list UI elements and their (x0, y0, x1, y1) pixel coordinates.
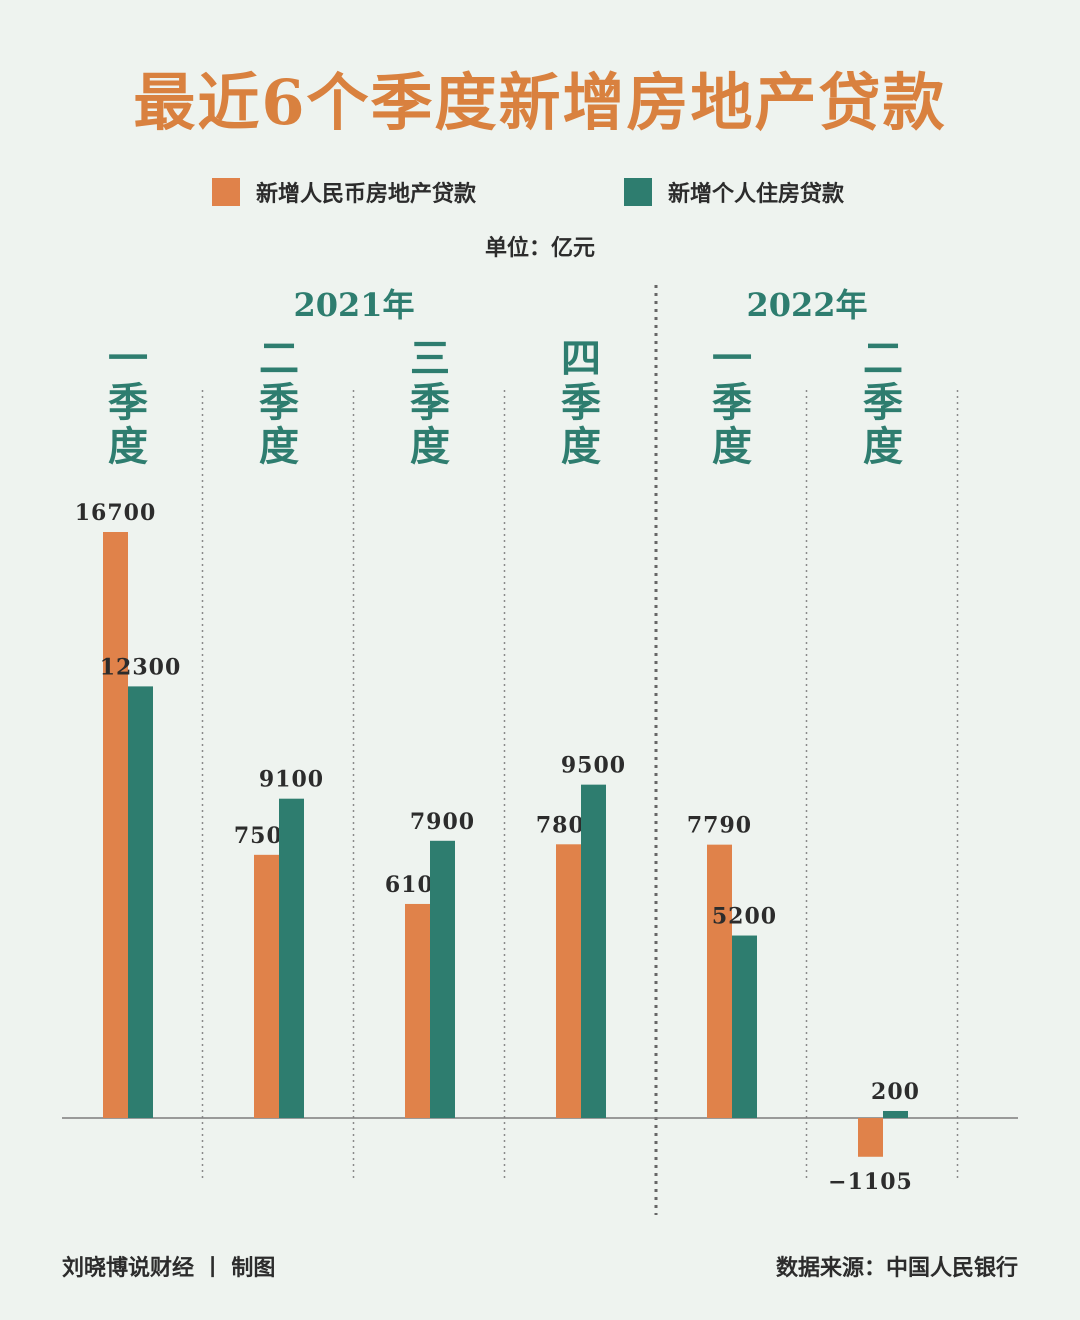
quarter-label: 二 (259, 335, 299, 382)
quarter-label: 一 (712, 335, 752, 382)
bar-housing (279, 798, 304, 1118)
year-label: 2022年 (746, 286, 867, 324)
chart-title: 最近6个季度新增房地产贷款 (133, 66, 947, 139)
quarter-label: 一 (108, 335, 148, 382)
legend: 新增人民币房地产贷款 新增个人住房贷款 (0, 176, 1080, 212)
value-label: 7900 (410, 809, 475, 835)
legend-item-housing-loans: 新增个人住房贷款 (624, 176, 844, 208)
bar-real-estate (254, 854, 279, 1118)
quarter-label: 四 (561, 335, 601, 382)
year-label: 2021年 (293, 286, 414, 324)
bar-real-estate (103, 532, 128, 1118)
legend-swatch-orange (212, 178, 240, 206)
quarter-label: 度 (259, 423, 299, 470)
quarter-label: 季 (561, 379, 601, 426)
legend-swatch-green (624, 178, 652, 206)
bar-housing (732, 935, 757, 1118)
bar-real-estate (556, 844, 581, 1118)
value-label: −1105 (828, 1169, 913, 1195)
quarter-label: 度 (108, 423, 148, 470)
legend-label: 新增人民币房地产贷款 (256, 181, 477, 207)
footer-credit: 刘晓博说财经 丨 制图 (62, 1255, 276, 1281)
quarter-label: 二 (863, 335, 903, 382)
quarter-label: 季 (712, 379, 752, 426)
quarter-label: 度 (863, 423, 903, 470)
quarter-label: 季 (259, 379, 299, 426)
quarter-label: 季 (410, 379, 450, 426)
bar-real-estate (858, 1118, 883, 1157)
value-label: 200 (871, 1079, 920, 1105)
bar-housing (128, 686, 153, 1118)
bar-housing (883, 1110, 908, 1118)
quarter-label: 季 (863, 379, 903, 426)
bar-housing (581, 784, 606, 1118)
value-label: 7790 (687, 813, 752, 839)
quarter-label: 三 (410, 335, 450, 382)
bar-real-estate (707, 844, 732, 1118)
bar-real-estate (405, 903, 430, 1118)
quarter-label: 度 (712, 423, 752, 470)
value-label: 16700 (75, 500, 157, 526)
value-label: 5200 (712, 904, 777, 930)
quarter-label: 季 (108, 379, 148, 426)
value-label: 9100 (259, 767, 324, 793)
legend-item-real-estate-loans: 新增人民币房地产贷款 (212, 176, 476, 208)
footer-source: 数据来源：中国人民银行 (775, 1255, 1018, 1281)
quarter-label: 度 (561, 423, 601, 470)
value-label: 12300 (100, 654, 182, 680)
unit-label: 单位：亿元 (484, 235, 595, 261)
bar-housing (430, 840, 455, 1118)
quarter-label: 度 (410, 423, 450, 470)
legend-label: 新增个人住房贷款 (668, 181, 845, 207)
value-label: 9500 (561, 753, 626, 779)
